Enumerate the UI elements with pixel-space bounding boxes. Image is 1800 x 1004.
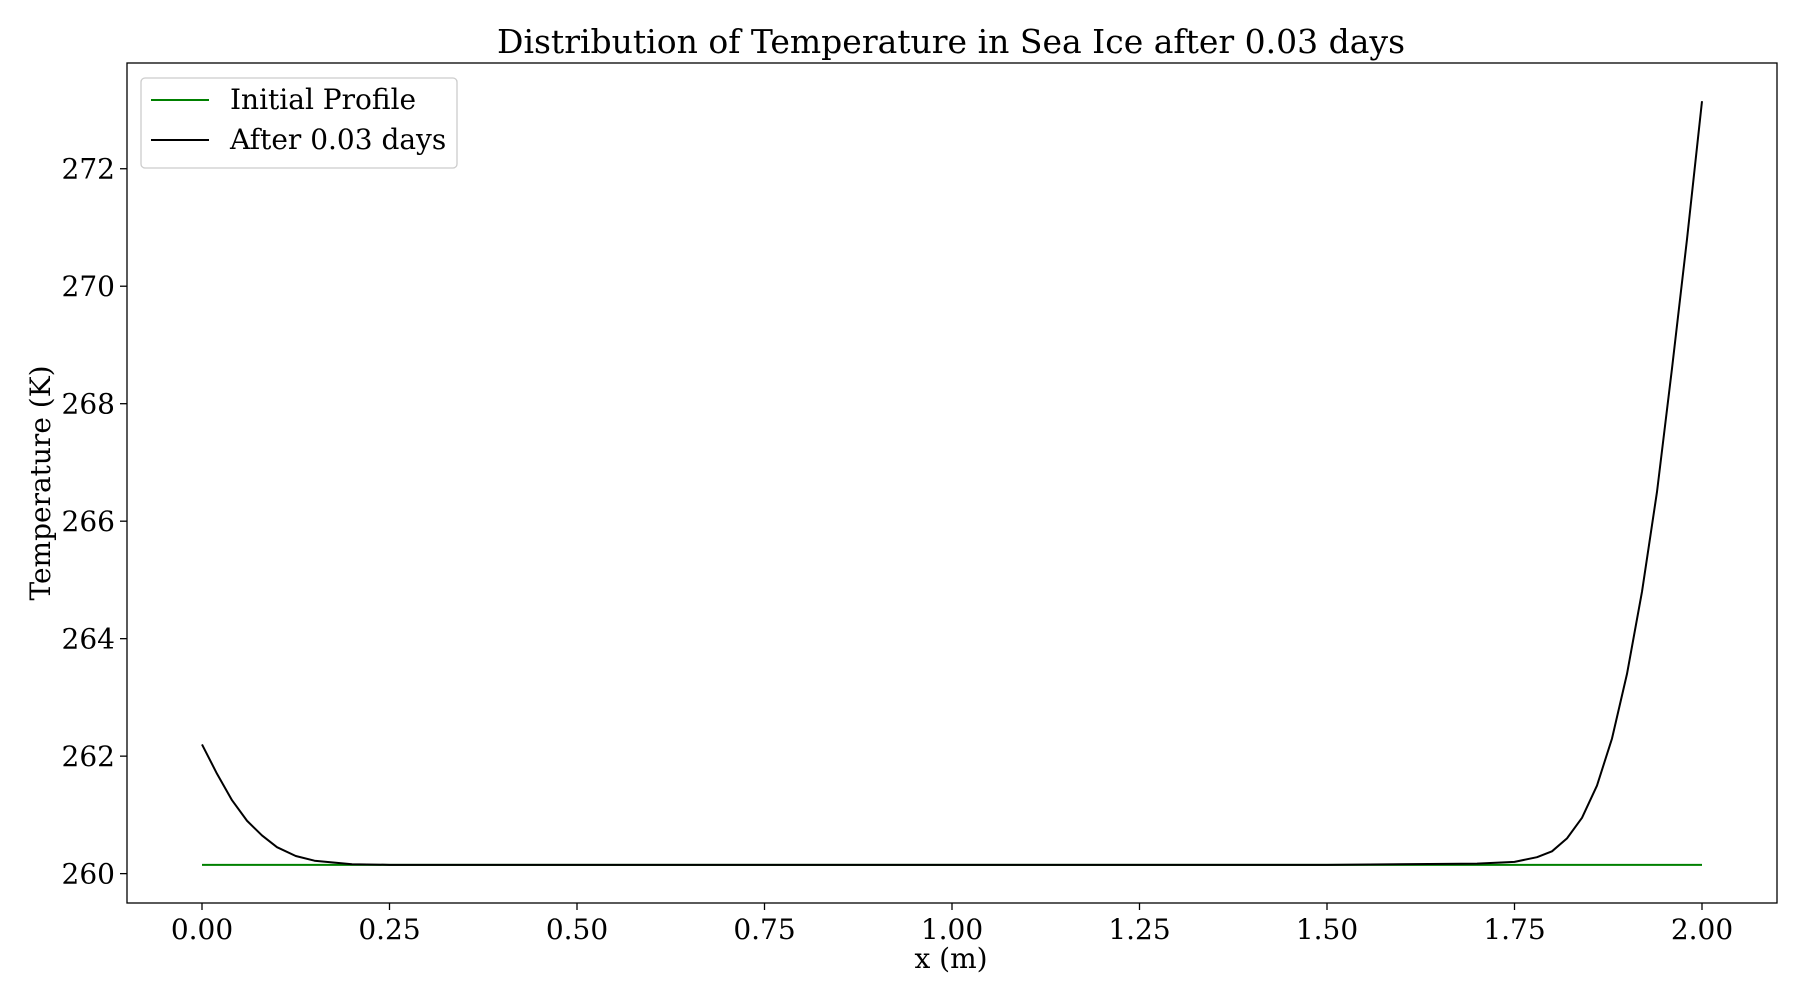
legend-label-initial-profile: Initial Profile — [230, 83, 416, 116]
chart-title: Distribution of Temperature in Sea Ice a… — [497, 22, 1405, 61]
x-tick-label: 2.00 — [1671, 913, 1733, 946]
y-tick-label: 264 — [62, 623, 115, 656]
x-tick-label: 1.50 — [1296, 913, 1358, 946]
x-tick-label: 1.75 — [1483, 913, 1545, 946]
plot-area-frame — [126, 62, 1778, 904]
x-tick-label: 0.75 — [733, 913, 795, 946]
series-layer — [201, 101, 1703, 866]
x-tick-label: 1.25 — [1108, 913, 1170, 946]
y-tick-label: 262 — [62, 740, 115, 773]
legend-label-after-0-03-days: After 0.03 days — [229, 123, 446, 156]
x-tick-label: 0.00 — [171, 913, 233, 946]
y-tick-label: 272 — [62, 153, 115, 186]
x-tick-label: 0.50 — [546, 913, 608, 946]
y-axis-label: Temperature (K) — [24, 365, 57, 600]
y-tick-label: 260 — [62, 858, 115, 891]
y-axis-ticks: 260 262 264 266 268 270 272 — [62, 153, 127, 891]
legend: Initial Profile After 0.03 days — [140, 77, 458, 169]
y-tick-label: 270 — [62, 270, 115, 303]
x-axis-ticks: 0.00 0.25 0.50 0.75 1.00 1.25 1.50 1.75 2.00 — [171, 903, 1733, 946]
legend-frame — [140, 77, 458, 169]
y-tick-label: 266 — [62, 505, 115, 538]
x-tick-label: 1.00 — [921, 913, 983, 946]
series-line-after-0-03-days — [201, 101, 1703, 866]
y-tick-label: 268 — [62, 388, 115, 421]
x-axis-label: x (m) — [914, 942, 987, 975]
x-tick-label: 0.25 — [358, 913, 420, 946]
